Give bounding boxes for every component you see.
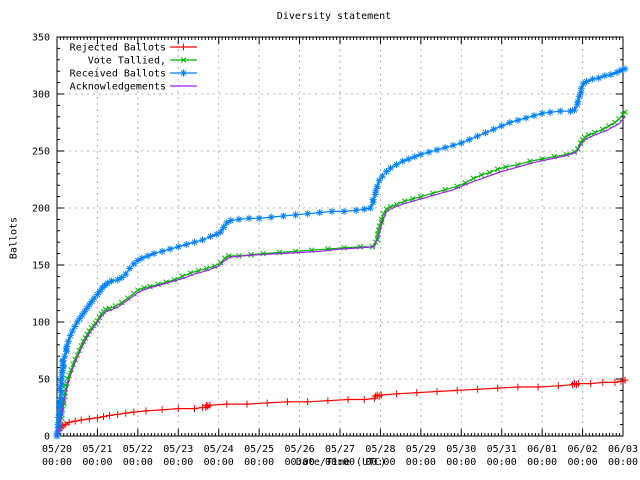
svg-text:00:00: 00:00 <box>42 457 72 468</box>
svg-text:06/02: 06/02 <box>568 444 598 455</box>
svg-text:0: 0 <box>44 432 50 443</box>
svg-text:05/25: 05/25 <box>244 444 274 455</box>
svg-text:05/21: 05/21 <box>82 444 112 455</box>
legend-label: Rejected Ballots <box>70 43 166 54</box>
svg-text:06/03: 06/03 <box>608 444 638 455</box>
series-vote-tallied <box>54 109 628 439</box>
svg-text:00:00: 00:00 <box>123 457 153 468</box>
chart-title: Diversity statement <box>276 11 392 22</box>
svg-text:00:00: 00:00 <box>204 457 234 468</box>
svg-text:05/29: 05/29 <box>406 444 436 455</box>
legend-label: Vote Tallied, <box>88 56 166 67</box>
svg-text:00:00: 00:00 <box>446 457 476 468</box>
svg-text:05/30: 05/30 <box>446 444 476 455</box>
svg-text:200: 200 <box>32 204 50 215</box>
gridlines <box>57 37 623 436</box>
svg-text:00:00: 00:00 <box>285 457 315 468</box>
svg-text:05/20: 05/20 <box>42 444 72 455</box>
series-acknowledgements <box>56 116 626 437</box>
svg-text:350: 350 <box>32 33 50 44</box>
svg-text:250: 250 <box>32 147 50 158</box>
svg-text:300: 300 <box>32 90 50 101</box>
legend: Rejected Ballots Vote Tallied, Received Ba… <box>70 43 197 93</box>
svg-text:06/01: 06/01 <box>527 444 557 455</box>
svg-text:00:00: 00:00 <box>487 457 517 468</box>
svg-text:00:00: 00:00 <box>82 457 112 468</box>
svg-text:00:00: 00:00 <box>325 457 355 468</box>
svg-text:00:00: 00:00 <box>406 457 436 468</box>
legend-label: Acknowledgements <box>70 82 166 93</box>
svg-text:100: 100 <box>32 318 50 329</box>
x-axis-label: Date/Time (UTC) <box>295 457 387 468</box>
svg-text:00:00: 00:00 <box>568 457 598 468</box>
svg-text:150: 150 <box>32 261 50 272</box>
svg-text:50: 50 <box>38 375 50 386</box>
svg-text:05/24: 05/24 <box>204 444 234 455</box>
svg-text:05/27: 05/27 <box>325 444 355 455</box>
x-axis-tick-labels: 05/20 00:00 05/21 00:00 05/22 00:00 05/23 00:00… <box>42 444 638 468</box>
svg-text:05/31: 05/31 <box>487 444 517 455</box>
svg-text:00:00: 00:00 <box>163 457 193 468</box>
svg-text:05/28: 05/28 <box>365 444 395 455</box>
legend-label: Received Ballots <box>70 69 166 80</box>
y-axis-label: Ballots <box>8 216 20 260</box>
svg-text:00:00: 00:00 <box>608 457 638 468</box>
y-axis-tick-labels: 0 50 100 150 200 250 300 350 <box>32 33 50 443</box>
svg-text:00:00: 00:00 <box>244 457 274 468</box>
svg-text:05/26: 05/26 <box>285 444 315 455</box>
svg-text:05/22: 05/22 <box>123 444 153 455</box>
svg-text:00:00: 00:00 <box>527 457 557 468</box>
svg-text:05/23: 05/23 <box>163 444 193 455</box>
series-rejected-ballots <box>53 376 629 440</box>
svg-text:00:00: 00:00 <box>365 457 395 468</box>
